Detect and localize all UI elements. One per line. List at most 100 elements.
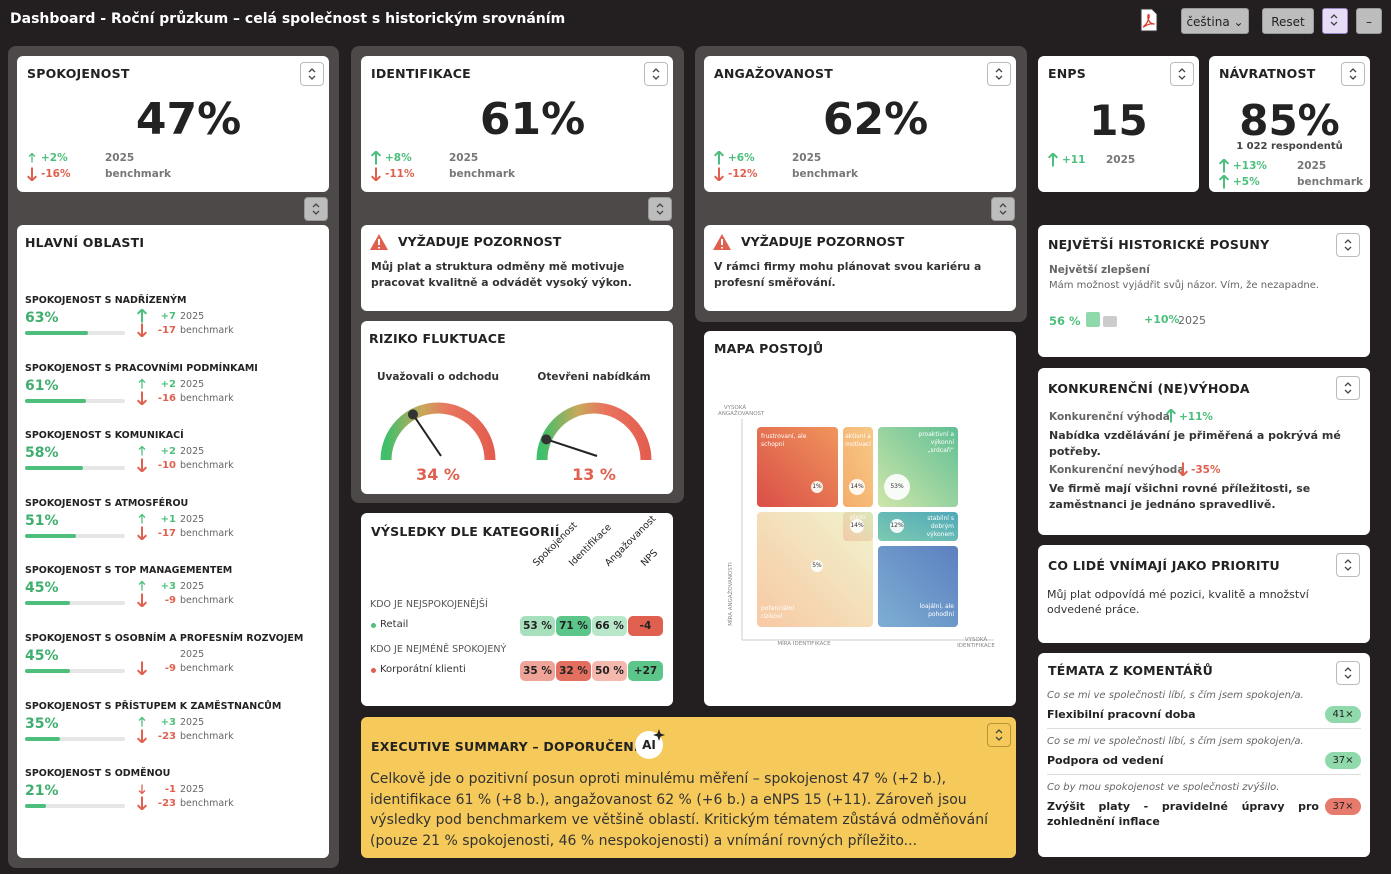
segment-label: loajální, ale pohodlní	[919, 603, 954, 618]
share-bubble	[849, 479, 865, 495]
comp-heading: Konkurenční nevýhoda	[1049, 464, 1185, 476]
collapse-button[interactable]	[644, 62, 668, 86]
arrow	[1218, 175, 1230, 189]
kpi-ref: benchmark	[1297, 176, 1363, 188]
card-title: RIZIKO FLUKTUACE	[369, 331, 506, 346]
card-title: SPOKOJENOST	[27, 66, 130, 81]
alert-card: VYŽADUJE POZORNOST V rámci firmy mohu plá…	[704, 225, 1016, 311]
comp-delta: +11%	[1179, 411, 1213, 423]
collapse-button[interactable]	[304, 197, 328, 221]
collapse-button[interactable]	[987, 62, 1011, 86]
collapse-button[interactable]	[991, 197, 1015, 221]
area-value: 35%	[25, 715, 59, 732]
card-title: EXECUTIVE SUMMARY – DOPORUČENÍ	[371, 739, 639, 754]
collapse-button[interactable]	[648, 197, 672, 221]
card-title: CO LIDÉ VNÍMAJÍ JAKO PRIORITU	[1048, 558, 1280, 573]
areas-card: HLAVNÍ OBLASTI SPOKOJENOST S NADŘÍZENÝM 63…	[17, 225, 329, 858]
bar	[25, 398, 86, 403]
warning-icon	[713, 234, 731, 250]
gauge-label: Otevřeni nabídkám	[537, 371, 651, 383]
kpi-delta: +6%	[728, 152, 755, 164]
arrow	[28, 152, 36, 163]
axis-label: VYSOKÁ IDENTIFIKACE	[957, 637, 995, 649]
cell: 53 %	[520, 616, 555, 636]
toggle-button[interactable]	[1322, 8, 1348, 34]
collapse-button[interactable]	[987, 723, 1011, 747]
area-ref: benchmark	[180, 392, 234, 404]
kpi-ref: 2025	[792, 152, 822, 164]
language-label: čeština	[1186, 15, 1230, 29]
area-value: 51%	[25, 512, 59, 529]
gauge-needle	[412, 413, 442, 457]
kpi-ref: 2025	[449, 152, 479, 164]
segment-label: aktivní a motivací	[845, 433, 871, 448]
cell: 50 %	[592, 661, 627, 681]
toggle-icon	[995, 68, 1003, 80]
area-delta: +3	[160, 581, 176, 593]
arrow-icon	[136, 593, 148, 608]
kpi-ref: benchmark	[792, 168, 858, 180]
card-title: ENPS	[1048, 66, 1086, 81]
area-delta: +1	[160, 513, 176, 525]
language-select[interactable]: čeština ⌄	[1181, 8, 1249, 34]
kpi-delta: +2%	[41, 152, 68, 164]
collapse-button[interactable]	[1336, 661, 1360, 685]
axis-label: MÍRA IDENTIFIKACE	[777, 641, 831, 647]
collapse-button[interactable]	[1336, 376, 1360, 400]
area-ref: 2025	[180, 784, 205, 796]
arrow	[138, 378, 146, 389]
competitive-card: KONKURENČNÍ (NE)VÝHODA Konkurenční výhoda…	[1038, 368, 1370, 535]
kpi-ref: 2025	[105, 152, 135, 164]
priority-text: Můj plat odpovídá mé pozici, kvalitě a m…	[1047, 588, 1309, 616]
minimize-button[interactable]: –	[1356, 8, 1382, 34]
collapse-button[interactable]	[1341, 62, 1365, 86]
area-value: 21%	[25, 783, 59, 800]
share-label: 12%	[890, 522, 904, 529]
group-name: Korporátní klienti	[380, 664, 466, 675]
summary-card: EXECUTIVE SUMMARY – DOPORUČENÍ AI Celkov…	[361, 717, 1016, 858]
area-delta: -17	[157, 527, 176, 539]
kpi-card: ANGAŽOVANOST 62% +6% 2025 -12% benchmark	[704, 56, 1016, 192]
arrow	[136, 458, 148, 473]
area-ref: 2025	[180, 513, 205, 525]
gauge-arc	[536, 402, 652, 461]
bar	[25, 466, 83, 471]
kpi-value: 61%	[479, 94, 586, 145]
collapse-button[interactable]	[1336, 553, 1360, 577]
area-name: SPOKOJENOST S KOMUNIKACÍ	[25, 430, 184, 442]
area-ref: benchmark	[180, 325, 234, 336]
pdf-icon[interactable]	[1140, 8, 1158, 32]
area-ref: 2025	[180, 446, 205, 458]
card-title: HLAVNÍ OBLASTI	[25, 235, 145, 250]
collapse-button[interactable]	[1336, 233, 1360, 257]
area-value: 61%	[25, 377, 59, 394]
kpi-value: 85%	[1239, 96, 1340, 145]
collapse-button[interactable]	[300, 62, 324, 86]
segment-label: plníci	[850, 514, 866, 521]
separator	[1047, 774, 1361, 775]
comment-count: 37×	[1325, 752, 1361, 769]
share-label: 14%	[850, 522, 864, 529]
cell: 71 %	[556, 616, 591, 636]
arrow-icon	[136, 526, 148, 540]
area-ref: benchmark	[180, 595, 234, 607]
share-label: 53%	[890, 483, 904, 490]
arrow	[138, 513, 146, 524]
summary-text: Celkově jde o pozitivní posun oproti min…	[370, 771, 989, 849]
area-delta: -1	[164, 784, 176, 796]
share-bubble	[884, 474, 910, 500]
comment-question: Co se mi ve společnosti líbí, s čím jsem…	[1047, 736, 1304, 747]
comp-heading: Konkurenční výhoda	[1049, 411, 1170, 423]
collapse-button[interactable]	[1170, 62, 1194, 86]
kpi-delta: -16%	[41, 168, 71, 180]
reset-button[interactable]: Reset	[1262, 8, 1314, 34]
share-bubble	[811, 560, 823, 572]
kpi-card: NÁVRATNOST 85% 1 022 respondentů +13% 2025 +5…	[1209, 56, 1370, 192]
toggle-icon	[1178, 68, 1186, 80]
arrow-icon	[1218, 175, 1230, 189]
ai-badge: AI	[635, 731, 663, 759]
area-name: SPOKOJENOST S ATMOSFÉROU	[25, 497, 189, 509]
arrow	[138, 445, 146, 456]
arrow	[1047, 153, 1059, 167]
share-bubble	[890, 519, 904, 533]
